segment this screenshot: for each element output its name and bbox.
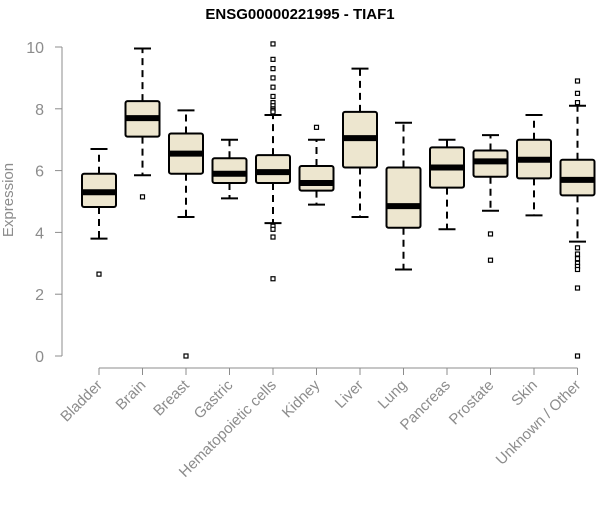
- outlier-point: [183, 353, 189, 359]
- outlier-point: [574, 266, 581, 273]
- x-tick-label: Liver: [332, 377, 367, 412]
- outlier-point: [270, 75, 276, 81]
- outlier-point: [574, 78, 581, 84]
- box-hematopoietic-cells: [255, 154, 291, 184]
- outlier-point: [574, 353, 581, 359]
- y-tick-label: 10: [26, 40, 44, 57]
- y-tick-label: 8: [35, 102, 44, 119]
- x-tick-label: Lung: [375, 377, 411, 413]
- outlier-point: [270, 234, 276, 240]
- box-gastric: [211, 157, 248, 184]
- outlier-point: [574, 245, 581, 251]
- x-tick-label: Bladder: [57, 377, 106, 426]
- outlier-point: [270, 93, 276, 100]
- outlier-point: [270, 41, 276, 47]
- outlier-point: [574, 251, 581, 257]
- outlier-point: [270, 56, 276, 62]
- x-tick-label: Brain: [113, 377, 150, 414]
- outlier-point: [270, 276, 276, 282]
- outlier-point: [574, 100, 581, 106]
- outlier-point: [270, 226, 276, 232]
- outlier-point: [96, 271, 102, 277]
- outlier-point: [270, 109, 276, 115]
- y-axis-label: Expression: [0, 163, 17, 237]
- x-tick-label: Skin: [508, 377, 541, 410]
- outlier-point: [270, 66, 276, 72]
- outlier-point: [487, 257, 494, 263]
- y-tick-label: 0: [35, 349, 44, 366]
- y-tick-label: 4: [35, 225, 44, 242]
- outlier-point: [487, 231, 494, 237]
- box-lung: [385, 166, 422, 229]
- outlier-point: [270, 84, 276, 90]
- chart-title: ENSG00000221995 - TIAF1: [205, 6, 395, 23]
- outlier-point: [574, 285, 581, 291]
- outlier-point: [574, 256, 581, 262]
- outlier-point: [139, 194, 146, 200]
- x-tick-label: Prostate: [446, 377, 498, 429]
- x-tick-label: Kidney: [279, 376, 324, 421]
- box-kidney: [298, 164, 335, 192]
- outlier-point: [574, 90, 581, 96]
- y-tick-label: 2: [35, 287, 44, 304]
- x-tick-label: Breast: [150, 376, 193, 419]
- outlier-point: [313, 124, 320, 130]
- y-tick-label: 6: [35, 164, 44, 181]
